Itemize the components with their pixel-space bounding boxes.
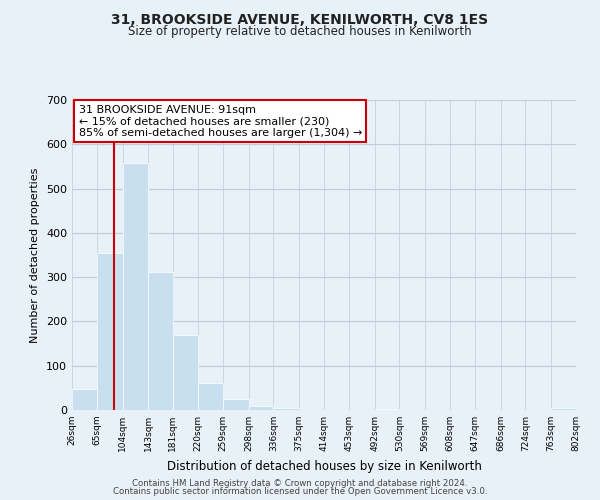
Bar [374,408,400,410]
Bar [551,408,576,410]
Text: Contains HM Land Registry data © Crown copyright and database right 2024.: Contains HM Land Registry data © Crown c… [132,478,468,488]
Bar [274,408,299,410]
X-axis label: Distribution of detached houses by size in Kenilworth: Distribution of detached houses by size … [167,460,481,472]
Bar [148,272,173,410]
Text: Size of property relative to detached houses in Kenilworth: Size of property relative to detached ho… [128,25,472,38]
Y-axis label: Number of detached properties: Number of detached properties [31,168,40,342]
Bar [72,389,97,410]
Bar [97,253,122,410]
Bar [198,384,223,410]
Bar [122,164,148,410]
Text: 31 BROOKSIDE AVENUE: 91sqm
← 15% of detached houses are smaller (230)
85% of sem: 31 BROOKSIDE AVENUE: 91sqm ← 15% of deta… [79,104,362,138]
Bar [223,399,248,410]
Bar [173,334,198,410]
Bar [248,406,274,410]
Text: Contains public sector information licensed under the Open Government Licence v3: Contains public sector information licen… [113,487,487,496]
Text: 31, BROOKSIDE AVENUE, KENILWORTH, CV8 1ES: 31, BROOKSIDE AVENUE, KENILWORTH, CV8 1E… [112,12,488,26]
